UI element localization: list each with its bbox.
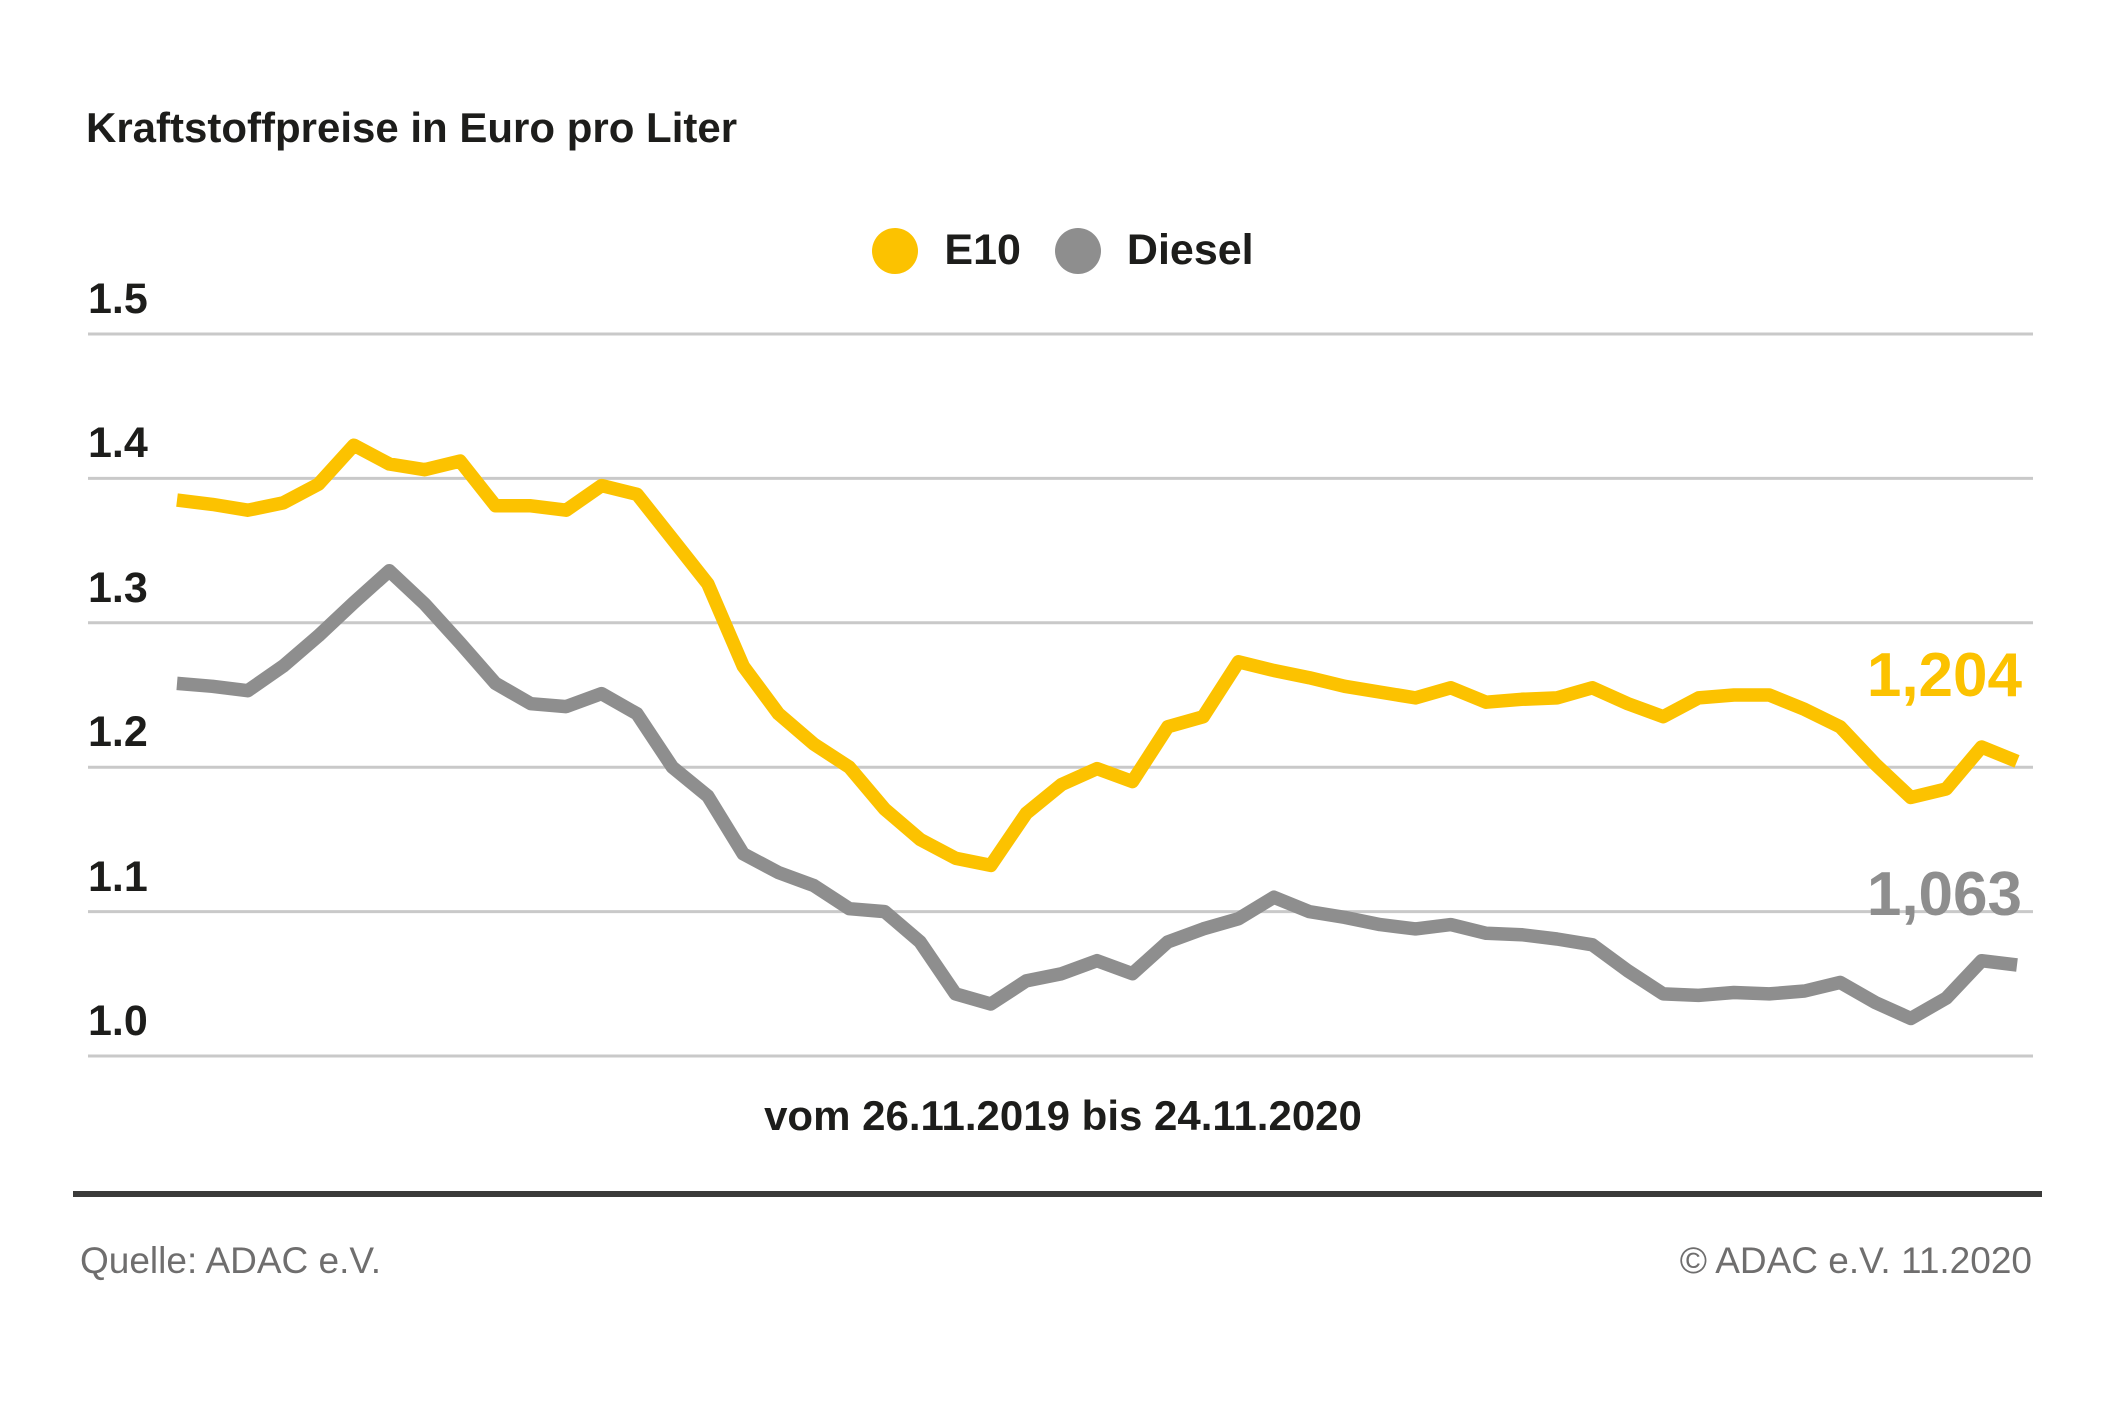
diesel-legend-dot-icon	[1054, 227, 1101, 274]
e10-legend-dot-icon	[872, 227, 919, 274]
y-axis-tick-label-1.2: 1.2	[88, 708, 148, 757]
page-title: Kraftstoffpreise in Euro pro Liter	[86, 104, 738, 151]
legend-item-e10: E10	[872, 226, 1021, 275]
y-axis-tick-label-1.3: 1.3	[88, 563, 148, 612]
y-axis-tick-label-1.0: 1.0	[88, 997, 148, 1045]
e10-line	[176, 438, 2020, 873]
legend-item-diesel: Diesel	[1054, 226, 1254, 275]
diesel-end-value-label: 1,063	[1866, 860, 2022, 929]
source-text: Quelle: ADAC e.V.	[80, 1240, 381, 1281]
copyright-text: © ADAC e.V. 11.2020	[1679, 1240, 2032, 1281]
x-axis-date-range-label: vom 26.11.2019 bis 24.11.2020	[764, 1092, 1362, 1139]
diesel-line	[176, 564, 2018, 1026]
e10-end-value-label: 1,204	[1866, 641, 2022, 710]
legend-label-e10: E10	[944, 226, 1021, 274]
footer-divider	[73, 1191, 2042, 1197]
y-axis-tick-label-1.5: 1.5	[88, 275, 148, 323]
y-axis-tick-label-1.4: 1.4	[88, 419, 148, 468]
chart-legend: E10 Diesel	[0, 226, 2126, 275]
legend-label-diesel: Diesel	[1126, 226, 1254, 274]
y-axis-tick-label-1.1: 1.1	[88, 852, 148, 901]
